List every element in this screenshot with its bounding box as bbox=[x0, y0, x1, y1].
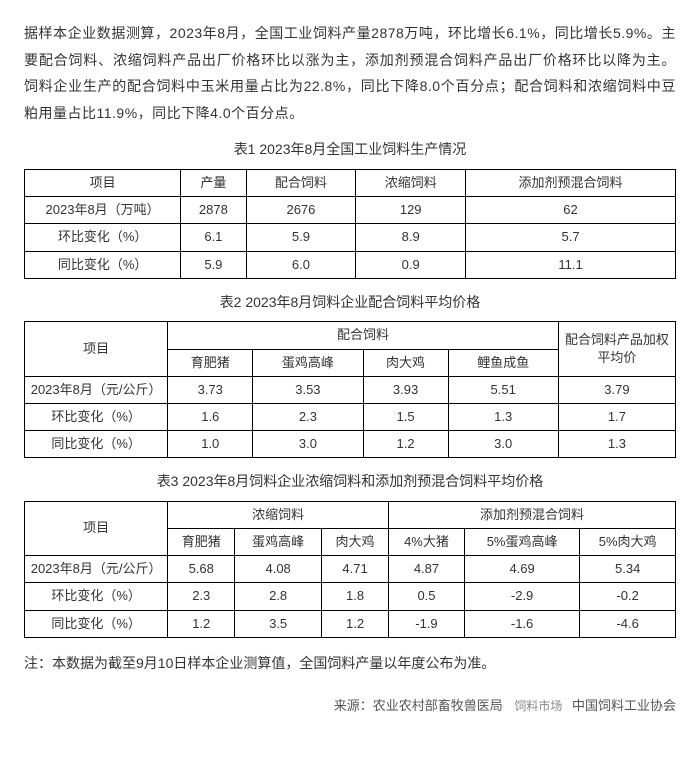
cell: 1.2 bbox=[363, 431, 448, 458]
table1-h3: 浓缩饲料 bbox=[356, 169, 466, 196]
cell: 4.69 bbox=[464, 556, 579, 583]
cell: 6.0 bbox=[246, 251, 356, 278]
cell: 3.53 bbox=[253, 376, 363, 403]
cell: -2.9 bbox=[464, 583, 579, 610]
cell: 2676 bbox=[246, 197, 356, 224]
cell: 0.5 bbox=[389, 583, 465, 610]
cell: 2.3 bbox=[253, 403, 363, 430]
table1-h0: 项目 bbox=[25, 169, 181, 196]
cell: 4.08 bbox=[235, 556, 322, 583]
cell: 1.0 bbox=[168, 431, 253, 458]
cell: 1.3 bbox=[448, 403, 558, 430]
cell: 4.87 bbox=[389, 556, 465, 583]
table3-sh4: 4%大猪 bbox=[389, 529, 465, 556]
cell: 2878 bbox=[181, 197, 246, 224]
table3-sh5: 5%蛋鸡高峰 bbox=[464, 529, 579, 556]
cell: 1.3 bbox=[558, 431, 675, 458]
table2-title: 表2 2023年8月饲料企业配合饲料平均价格 bbox=[24, 289, 676, 316]
cell: 3.73 bbox=[168, 376, 253, 403]
cell-label: 环比变化（%） bbox=[25, 403, 168, 430]
table2-sh1: 育肥猪 bbox=[168, 349, 253, 376]
cell-label: 2023年8月（元/公斤） bbox=[25, 556, 168, 583]
cell: 5.68 bbox=[168, 556, 235, 583]
table-row: 环比变化（%） 6.1 5.9 8.9 5.7 bbox=[25, 224, 676, 251]
cell-label: 2023年8月（万吨） bbox=[25, 197, 181, 224]
cell-label: 同比变化（%） bbox=[25, 251, 181, 278]
cell: 1.8 bbox=[322, 583, 389, 610]
table3: 项目 浓缩饲料 添加剂预混合饲料 育肥猪 蛋鸡高峰 肉大鸡 4%大猪 5%蛋鸡高… bbox=[24, 501, 676, 638]
cell-label: 2023年8月（元/公斤） bbox=[25, 376, 168, 403]
source-account: 饲料市场 bbox=[514, 699, 562, 713]
table-row: 2023年8月（万吨） 2878 2676 129 62 bbox=[25, 197, 676, 224]
cell: 6.1 bbox=[181, 224, 246, 251]
table2-sh3: 肉大鸡 bbox=[363, 349, 448, 376]
cell: 5.7 bbox=[466, 224, 676, 251]
cell-label: 环比变化（%） bbox=[25, 583, 168, 610]
cell: 0.9 bbox=[356, 251, 466, 278]
table1-h2: 配合饲料 bbox=[246, 169, 356, 196]
cell: 1.2 bbox=[322, 610, 389, 637]
cell-label: 同比变化（%） bbox=[25, 431, 168, 458]
table3-header-row1: 项目 浓缩饲料 添加剂预混合饲料 bbox=[25, 501, 676, 528]
table3-sh1: 育肥猪 bbox=[168, 529, 235, 556]
table2-header-row1: 项目 配合饲料 配合饲料产品加权平均价 bbox=[25, 322, 676, 349]
source-suffix: 中国饲料工业协会 bbox=[572, 698, 676, 713]
intro-paragraph: 据样本企业数据测算，2023年8月，全国工业饲料产量2878万吨，环比增长6.1… bbox=[24, 20, 676, 126]
table3-h1: 浓缩饲料 bbox=[168, 501, 389, 528]
table-row: 同比变化（%） 1.2 3.5 1.2 -1.9 -1.6 -4.6 bbox=[25, 610, 676, 637]
cell: 1.2 bbox=[168, 610, 235, 637]
cell: 4.71 bbox=[322, 556, 389, 583]
footnote: 注：本数据为截至9月10日样本企业测算值，全国饲料产量以年度公布为准。 bbox=[24, 650, 676, 677]
cell: 11.1 bbox=[466, 251, 676, 278]
table2: 项目 配合饲料 配合饲料产品加权平均价 育肥猪 蛋鸡高峰 肉大鸡 鲤鱼成鱼 20… bbox=[24, 321, 676, 458]
table2-sh4: 鲤鱼成鱼 bbox=[448, 349, 558, 376]
cell: 3.5 bbox=[235, 610, 322, 637]
cell: -1.9 bbox=[389, 610, 465, 637]
cell: 3.93 bbox=[363, 376, 448, 403]
table3-h0: 项目 bbox=[25, 501, 168, 555]
cell: 5.9 bbox=[246, 224, 356, 251]
cell: 1.5 bbox=[363, 403, 448, 430]
cell: -1.6 bbox=[464, 610, 579, 637]
cell: -0.2 bbox=[580, 583, 676, 610]
source-line: 来源：农业农村部畜牧兽医局 饲料市场 中国饲料工业协会 bbox=[24, 694, 676, 719]
table2-sh2: 蛋鸡高峰 bbox=[253, 349, 363, 376]
cell: 8.9 bbox=[356, 224, 466, 251]
table2-h2: 配合饲料产品加权平均价 bbox=[558, 322, 675, 376]
table1-title: 表1 2023年8月全国工业饲料生产情况 bbox=[24, 136, 676, 163]
cell: 2.8 bbox=[235, 583, 322, 610]
source-prefix: 来源：农业农村部畜牧兽医局 bbox=[334, 698, 503, 713]
table1-h4: 添加剂预混合饲料 bbox=[466, 169, 676, 196]
table3-sh6: 5%肉大鸡 bbox=[580, 529, 676, 556]
table3-h2: 添加剂预混合饲料 bbox=[389, 501, 676, 528]
table-row: 同比变化（%） 1.0 3.0 1.2 3.0 1.3 bbox=[25, 431, 676, 458]
cell: 1.7 bbox=[558, 403, 675, 430]
table-row: 2023年8月（元/公斤） 5.68 4.08 4.71 4.87 4.69 5… bbox=[25, 556, 676, 583]
table2-h1: 配合饲料 bbox=[168, 322, 559, 349]
cell: 5.34 bbox=[580, 556, 676, 583]
table1-h1: 产量 bbox=[181, 169, 246, 196]
table-row: 环比变化（%） 1.6 2.3 1.5 1.3 1.7 bbox=[25, 403, 676, 430]
table2-h0: 项目 bbox=[25, 322, 168, 376]
table1: 项目 产量 配合饲料 浓缩饲料 添加剂预混合饲料 2023年8月（万吨） 287… bbox=[24, 169, 676, 279]
cell: 62 bbox=[466, 197, 676, 224]
table3-sh2: 蛋鸡高峰 bbox=[235, 529, 322, 556]
cell: 1.6 bbox=[168, 403, 253, 430]
cell-label: 环比变化（%） bbox=[25, 224, 181, 251]
table1-header-row: 项目 产量 配合饲料 浓缩饲料 添加剂预混合饲料 bbox=[25, 169, 676, 196]
cell: 3.0 bbox=[448, 431, 558, 458]
table-row: 2023年8月（元/公斤） 3.73 3.53 3.93 5.51 3.79 bbox=[25, 376, 676, 403]
table3-title: 表3 2023年8月饲料企业浓缩饲料和添加剂预混合饲料平均价格 bbox=[24, 468, 676, 495]
cell: -4.6 bbox=[580, 610, 676, 637]
table3-sh3: 肉大鸡 bbox=[322, 529, 389, 556]
cell: 5.9 bbox=[181, 251, 246, 278]
cell: 2.3 bbox=[168, 583, 235, 610]
cell: 129 bbox=[356, 197, 466, 224]
cell: 3.79 bbox=[558, 376, 675, 403]
table-row: 同比变化（%） 5.9 6.0 0.9 11.1 bbox=[25, 251, 676, 278]
cell: 5.51 bbox=[448, 376, 558, 403]
table-row: 环比变化（%） 2.3 2.8 1.8 0.5 -2.9 -0.2 bbox=[25, 583, 676, 610]
cell-label: 同比变化（%） bbox=[25, 610, 168, 637]
cell: 3.0 bbox=[253, 431, 363, 458]
